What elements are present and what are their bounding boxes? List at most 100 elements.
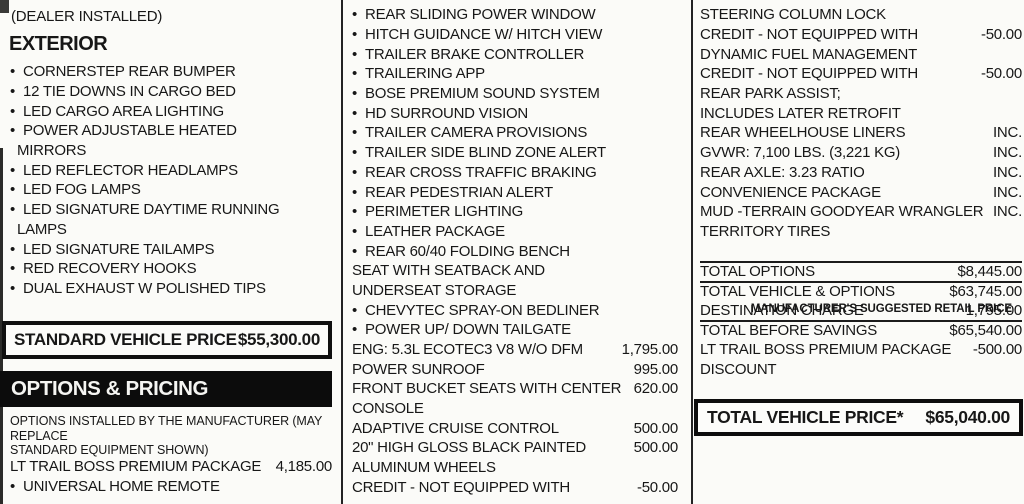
option-text: LT TRAIL BOSS PREMIUM PACKAGE [10,458,262,476]
line-item-text: POWER UP/ DOWN TAILGATE [365,321,571,339]
bullet-icon [352,46,365,63]
line-item-text: TOTAL OPTIONS [700,263,815,281]
bullet-icon [352,65,365,82]
line-item-text: REAR PEDESTRIAN ALERT [365,183,553,201]
exterior-feature-list: CORNERSTEP REAR BUMPER 12 TIE DOWNS IN C… [10,62,332,298]
line-item: CREDIT - NOT EQUIPPED WITH -50.00 [700,25,1022,45]
line-item: INCLUDES LATER RETROFIT [700,103,1022,123]
standard-price-label: STANDARD VEHICLE PRICE [14,330,237,349]
line-item-text: TRAILER BRAKE CONTROLLER [365,45,585,63]
line-item-text: TERRITORY TIRES [700,222,831,240]
option-line-item: UNIVERSAL HOME REMOTE [10,477,332,497]
feature-line-item: RED RECOVERY HOOKS [10,259,332,279]
feature-line-item: LED SIGNATURE TAILAMPS [10,239,332,259]
line-item: FRONT BUCKET SEATS WITH CENTER 620.00 [352,379,678,399]
line-item-text: TRAILER SIDE BLIND ZONE ALERT [365,144,606,162]
line-item: TERRITORY TIRES [700,222,1022,242]
bullet-icon [352,223,365,240]
line-item-text: REAR AXLE: 3.23 RATIO [700,163,865,181]
line-item-text: 20" HIGH GLOSS BLACK PAINTED [352,439,586,457]
line-item: CHEVYTEC SPRAY-ON BEDLINER [352,300,678,320]
standard-vehicle-price-box: STANDARD VEHICLE PRICE $55,300.00 [2,321,332,359]
feature-line-item: LED SIGNATURE DAYTIME RUNNING [10,200,332,220]
line-item-price: 500.00 [633,439,679,457]
line-item: BOSE PREMIUM SOUND SYSTEM [352,84,678,104]
line-item-text: STEERING COLUMN LOCK [700,6,886,24]
line-item: PERIMETER LIGHTING [352,202,678,222]
line-item-price: $65,540.00 [949,322,1022,340]
line-item: REAR 60/40 FOLDING BENCH [352,241,678,261]
feature-line-item: CORNERSTEP REAR BUMPER [10,62,332,82]
bullet-icon [352,321,365,338]
manufacturer-note-line2: STANDARD EQUIPMENT SHOWN) [10,443,209,457]
line-item-price: 620.00 [633,380,679,398]
line-item: CREDIT - NOT EQUIPPED WITH -50.00 [352,478,678,498]
total-vehicle-price-box: TOTAL VEHICLE PRICE* $65,040.00 [694,399,1023,436]
line-item: REAR WHEELHOUSE LINERS INC. [700,123,1022,143]
line-item: SEAT WITH SEATBACK AND [352,261,678,281]
line-item-text: PERIMETER LIGHTING [365,203,524,221]
bullet-icon [352,105,365,122]
standard-price-value: $55,300.00 [237,330,320,349]
line-item-text: CREDIT - NOT EQUIPPED WITH [700,26,918,44]
line-item: TRAILER SIDE BLIND ZONE ALERT [352,143,678,163]
scan-corner-artifact [0,0,9,13]
line-item: CREDIT - NOT EQUIPPED WITH -50.00 [700,64,1022,84]
line-item-price: INC. [993,183,1022,201]
line-item: CONSOLE [352,399,678,419]
line-item-text: LEATHER PACKAGE [365,222,505,240]
bullet-icon [10,103,23,120]
bullet-icon [352,6,365,23]
feature-text: POWER ADJUSTABLE HEATED [23,122,237,140]
manufacturer-options-note: OPTIONS INSTALLED BY THE MANUFACTURER (M… [10,414,335,458]
line-item: TRAILER CAMERA PROVISIONS [352,123,678,143]
line-item-text: REAR SLIDING POWER WINDOW [365,6,596,24]
option-package-list: LT TRAIL BOSS PREMIUM PACKAGE 4,185.00 U… [10,457,332,496]
bullet-icon [352,85,365,102]
line-item: UNDERSEAT STORAGE [352,281,678,301]
line-item: ALUMINUM WHEELS [352,458,678,478]
option-line-item: LT TRAIL BOSS PREMIUM PACKAGE 4,185.00 [10,457,332,477]
bullet-icon [10,122,23,139]
line-item: CONVENIENCE PACKAGE INC. [700,182,1022,202]
scan-edge-artifact [0,148,3,504]
line-item-price: $63,745.00 [949,282,1022,300]
line-item: TRAILERING APP [352,64,678,84]
options-pricing-heading: OPTIONS & PRICING [0,371,332,407]
line-item-text: REAR 60/40 FOLDING BENCH [365,242,570,260]
line-item: REAR PARK ASSIST; [700,84,1022,104]
total-price-value: $65,040.00 [925,407,1010,427]
line-item: REAR PEDESTRIAN ALERT [352,182,678,202]
line-item: POWER SUNROOF 995.00 [352,359,678,379]
line-item: ENG: 5.3L ECOTEC3 V8 W/O DFM 1,795.00 [352,340,678,360]
line-item: REAR AXLE: 3.23 RATIO INC. [700,163,1022,183]
option-price: 4,185.00 [275,458,333,476]
line-item: DISCOUNT [700,359,1022,379]
bullet-icon [10,63,23,80]
line-item-price: INC. [993,124,1022,142]
manufacturer-note-line1: OPTIONS INSTALLED BY THE MANUFACTURER (M… [10,414,323,443]
line-item-text: POWER SUNROOF [352,360,485,378]
line-item-text: REAR CROSS TRAFFIC BRAKING [365,163,597,181]
feature-text: LED SIGNATURE DAYTIME RUNNING [23,201,280,219]
line-item: TOTAL BEFORE SAVINGS $65,540.00 [700,320,1022,340]
line-item-text: CREDIT - NOT EQUIPPED WITH [352,478,570,496]
line-item-text: LT TRAIL BOSS PREMIUM PACKAGE [700,341,952,359]
line-item: MUD -TERRAIN GOODYEAR WRANGLER INC. [700,202,1022,222]
line-item-text: BOSE PREMIUM SOUND SYSTEM [365,85,600,103]
feature-line-item: DUAL EXHAUST W POLISHED TIPS [10,279,332,299]
line-item: STEERING COLUMN LOCK [700,5,1022,25]
line-item: REAR SLIDING POWER WINDOW [352,5,678,25]
line-item: GVWR: 7,100 LBS. (3,221 KG) INC. [700,143,1022,163]
bullet-icon [352,144,365,161]
line-item-text: HITCH GUIDANCE W/ HITCH VIEW [365,26,603,44]
bullet-icon [10,241,23,258]
feature-text: LED FOG LAMPS [23,181,141,199]
bullet-icon [10,280,23,297]
column-divider-left [341,0,343,504]
bullet-icon [352,26,365,43]
line-item-text: DESTINATION CHARGE [700,301,864,319]
line-item-text: ENG: 5.3L ECOTEC3 V8 W/O DFM [352,341,583,359]
bullet-icon [352,203,365,220]
feature-text: LED CARGO AREA LIGHTING [23,102,224,120]
